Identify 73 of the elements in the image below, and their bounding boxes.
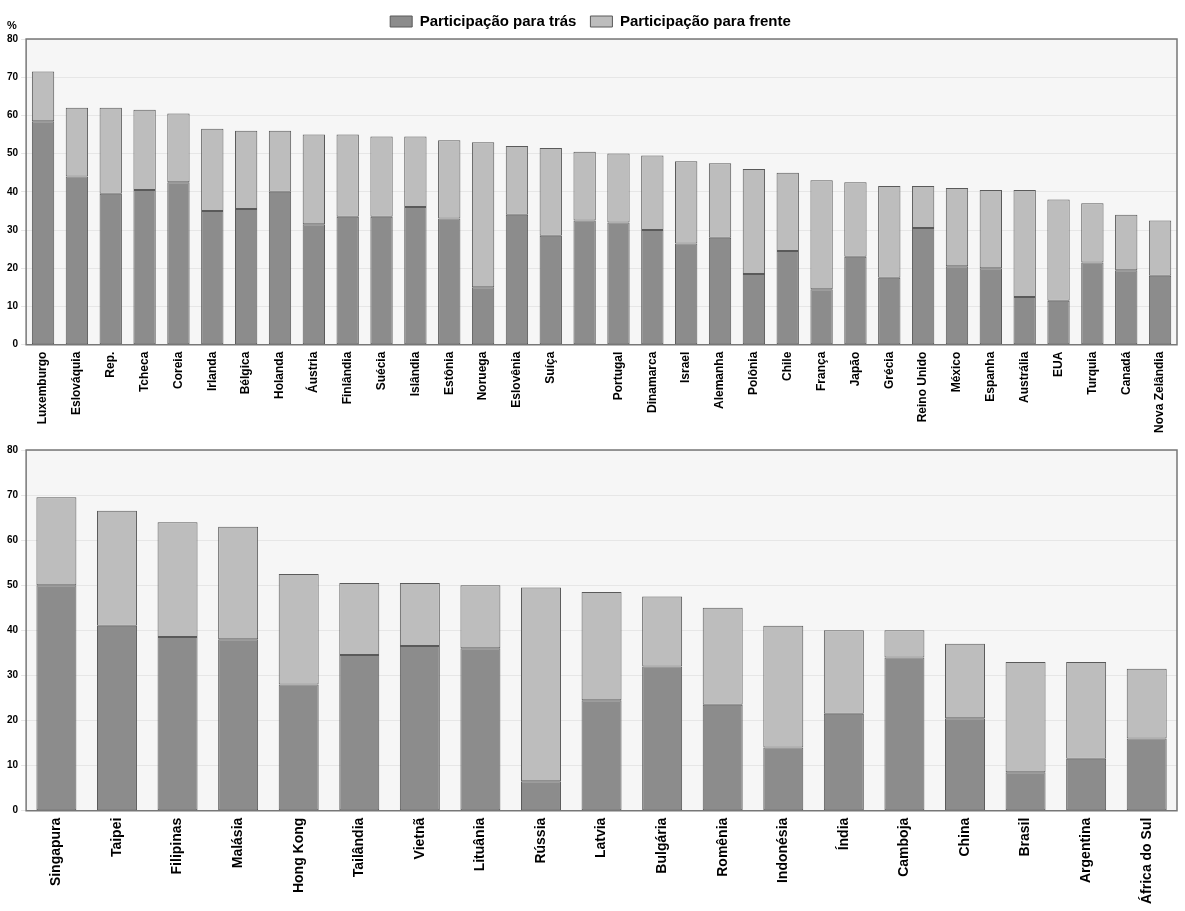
x-tick-label: África do Sul (1137, 817, 1154, 905)
y-tick-label: 80 (7, 443, 19, 455)
x-tick-label: Vietnã (410, 817, 427, 860)
y-tick-label: 30 (7, 223, 19, 235)
x-tick-label: Romênia (713, 817, 730, 877)
x-tick-label: Chile (780, 351, 795, 381)
x-tick-label: Suécia (373, 351, 388, 391)
x-tick-label: Hong Kong (289, 817, 306, 894)
x-tick-label: Dinamarca (644, 351, 659, 414)
legend-label: Participação para frente (619, 11, 791, 29)
x-tick-label: Luxemburgo (35, 351, 50, 425)
x-tick-label: Malásia (228, 817, 245, 869)
y-tick-label: 0 (12, 804, 19, 816)
y-tick-label: 40 (7, 624, 19, 636)
x-tick-label: Israel (678, 351, 693, 383)
x-tick-label: Nova Zelândia (1152, 351, 1167, 433)
y-tick-label: 10 (7, 759, 19, 771)
x-tick-label: Turquia (1084, 351, 1099, 395)
x-tick-label: Camboja (895, 817, 912, 877)
y-tick-label: 60 (7, 109, 19, 121)
y-tick-label: 50 (7, 579, 19, 590)
x-tick-label: Bélgica (238, 351, 253, 395)
x-tick-label: França (813, 351, 828, 391)
x-tick-label: Filipinas (168, 817, 185, 875)
y-tick-label: 10 (7, 300, 19, 312)
x-tick-label: Indonésia (774, 817, 791, 884)
x-tick-label: Eslováquia (69, 351, 84, 415)
x-tick-label: Tcheca (136, 351, 151, 393)
x-tick-label: Polônia (746, 351, 761, 395)
x-tick-label: Japão (847, 351, 862, 387)
y-tick-label: 60 (7, 533, 19, 545)
x-tick-label: Tailândia (350, 817, 367, 878)
x-tick-label: Rússia (531, 817, 548, 864)
x-tick-label: Lituânia (471, 817, 488, 872)
x-tick-label: Latvia (592, 817, 609, 859)
x-tick-label: Estônia (441, 351, 456, 395)
x-tick-label: Áustria (305, 351, 321, 393)
x-tick-label: Noruega (475, 351, 490, 401)
x-tick-label: Singapura (47, 817, 64, 887)
x-tick-label: EUA (1050, 351, 1065, 377)
x-tick-label: Grécia (881, 351, 896, 389)
y-tick-label: 80 (7, 32, 19, 44)
x-tick-label: Espanha (983, 351, 998, 402)
y-tick-label: 20 (7, 261, 19, 273)
x-tick-label: Alemanha (712, 351, 727, 409)
x-tick-label: Índia (834, 817, 851, 851)
x-tick-label: Irlanda (204, 351, 219, 391)
x-tick-label: Taipei (107, 817, 124, 858)
x-tick-label: Rep. (103, 351, 118, 378)
x-tick-label: Portugal (610, 351, 625, 401)
y-tick-label: 20 (7, 714, 19, 726)
y-axis-title: % (7, 18, 18, 31)
x-tick-label: Argentina (1077, 817, 1093, 883)
legend-label: Participação para trás (419, 11, 577, 29)
x-tick-label: Brasil (1016, 817, 1033, 857)
x-tick-label: Canadá (1118, 351, 1133, 395)
x-tick-label: Austrália (1016, 351, 1031, 403)
x-tick-label: Bulgária (652, 817, 669, 874)
y-tick-label: 40 (7, 185, 19, 197)
x-tick-label: Islândia (407, 351, 422, 397)
y-tick-label: 70 (7, 488, 19, 500)
y-tick-label: 0 (12, 338, 19, 350)
x-tick-label: Coreia (170, 351, 185, 389)
x-tick-label: China (955, 817, 972, 857)
x-tick-label: Holanda (272, 351, 287, 399)
y-tick-label: 50 (7, 147, 19, 159)
x-tick-label: Eslovênia (509, 351, 524, 408)
x-tick-label: Finlândia (340, 351, 354, 405)
x-tick-label: México (949, 351, 964, 393)
x-tick-label: Reino Unido (915, 351, 930, 423)
y-tick-label: 70 (7, 70, 19, 82)
y-tick-label: 30 (7, 669, 19, 681)
x-tick-label: Suíça (543, 351, 558, 384)
